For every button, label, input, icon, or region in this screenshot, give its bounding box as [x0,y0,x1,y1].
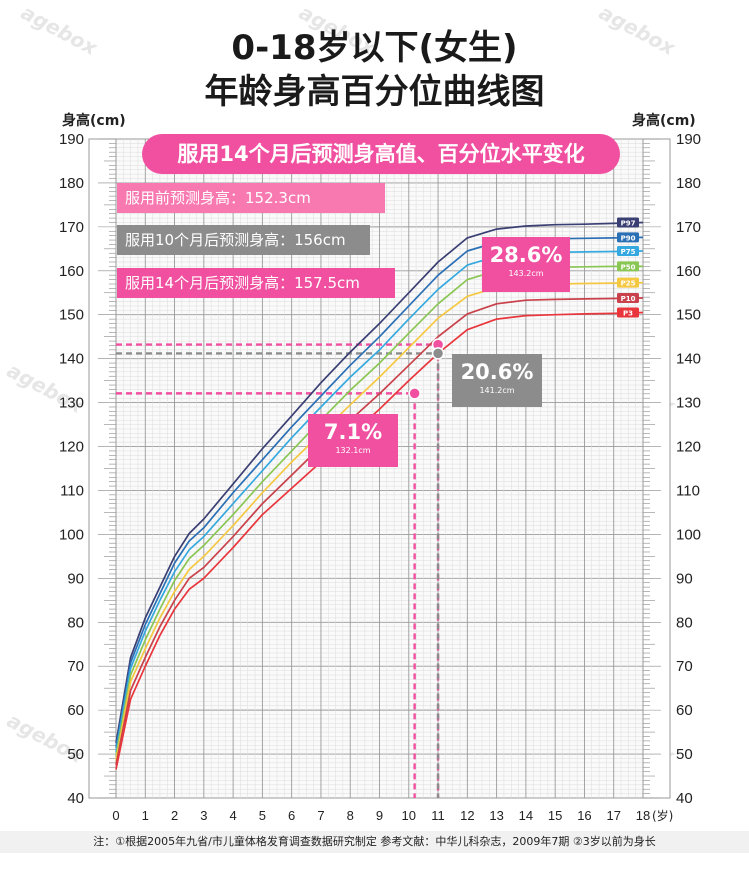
callout-height: 132.1cm [335,446,371,455]
y-tick-label-right: 90 [676,570,693,587]
y-tick-label-right: 60 [676,702,693,719]
y-tick-label-left: 100 [59,526,84,543]
x-tick-label: 2 [171,808,178,823]
y-tick-label-left: 120 [59,439,84,456]
x-tick-label: 0 [112,808,119,823]
height-marker [408,387,421,400]
percentile-badge-label: P50 [621,263,636,271]
x-tick-label: 17 [606,808,620,823]
percentile-badge [617,217,639,228]
y-tick-label-left: 140 [59,351,84,368]
x-tick-label: 8 [347,808,354,823]
y-tick-label-right: 160 [676,263,701,280]
y-tick-label-left: 130 [59,395,84,412]
callout-percentile: 20.6% [460,360,534,384]
percentile-badge [617,307,639,318]
callout-28-6: 28.6% 143.2cm [482,237,570,292]
callout-height: 143.2cm [508,269,544,278]
y-tick-label-left: 170 [59,219,84,236]
prediction-after-14-months: 服用14个月后预测身高：157.5cm [117,268,395,298]
y-tick-label-right: 110 [676,482,700,499]
y-tick-label-right: 180 [676,175,701,192]
y-tick-label-left: 150 [59,307,84,324]
chart-title: 0-18岁以下(女生) [231,28,518,68]
y-axis-title-left: 身高(cm) [62,113,126,129]
prediction-after-10-months: 服用10个月后预测身高：156cm [117,225,370,255]
y-tick-label-left: 70 [67,658,84,675]
height-marker [431,347,445,360]
y-tick-label-left: 160 [59,263,84,280]
y-tick-label-left: 50 [67,746,84,763]
x-tick-label: 14 [519,808,533,823]
y-tick-label-right: 70 [676,658,693,675]
x-axis-unit: (岁) [652,808,673,823]
percentile-badge-label: P97 [621,219,636,227]
percentile-badge [617,293,639,304]
y-tick-label-right: 140 [676,351,701,368]
y-tick-label-left: 40 [67,790,84,807]
prediction-before: 服用前预测身高：152.3cm [117,183,385,213]
x-tick-label: 5 [259,808,266,823]
percentile-badge-label: P3 [623,310,633,318]
x-tick-label: 6 [288,808,295,823]
x-tick-label: 13 [489,808,503,823]
y-tick-label-right: 80 [676,614,693,631]
callout-percentile: 7.1% [323,420,383,444]
x-tick-label: 11 [431,808,445,823]
percentile-badge [617,232,639,243]
percentile-badge-label: P75 [621,248,636,256]
callout-percentile: 28.6% [489,243,563,267]
percentile-line-p97 [115,221,644,744]
x-tick-label: 4 [229,808,236,823]
x-tick-label: 3 [200,808,207,823]
x-tick-label: 12 [460,808,474,823]
y-tick-label-right: 130 [676,395,701,412]
x-tick-label: 15 [548,808,562,823]
x-tick-label: 7 [317,808,324,823]
y-tick-label-left: 110 [60,482,84,499]
y-tick-label-left: 190 [59,131,84,148]
percentile-badge [617,246,639,257]
y-tick-label-right: 40 [676,790,693,807]
y-tick-label-left: 180 [59,175,84,192]
y-tick-label-right: 50 [676,746,693,763]
y-axis-title-right: 身高(cm) [632,113,696,129]
percentile-badge [617,277,639,288]
x-tick-label: 9 [376,808,383,823]
percentile-badge [617,261,639,272]
x-tick-label: 1 [142,808,149,823]
chart-subtitle: 年龄身高百分位曲线图 [204,72,545,112]
x-tick-label: 16 [577,808,591,823]
y-tick-label-right: 170 [676,219,701,236]
callout-7-1: 7.1% 132.1cm [308,414,398,467]
y-tick-label-left: 90 [67,570,84,587]
percentile-badge-label: P10 [621,295,636,303]
y-tick-label-right: 150 [676,307,701,324]
y-tick-label-left: 60 [67,702,84,719]
x-tick-label: 18 [636,808,650,823]
y-tick-label-right: 190 [676,131,701,148]
footnote: 注：①根据2005年九省/市儿童体格发育调查数据研究制定 参考文献：中华儿科杂志… [0,831,749,853]
percentile-badge-label: P90 [621,234,636,242]
y-tick-label-right: 100 [676,526,701,543]
callout-height: 141.2cm [479,386,515,395]
y-tick-label-right: 120 [676,439,701,456]
percentile-badge-label: P25 [621,280,636,288]
callout-20-6: 20.6% 141.2cm [452,354,542,407]
y-tick-label-left: 80 [67,614,84,631]
banner: 服用14个月后预测身高值、百分位水平变化 [142,134,620,174]
x-tick-label: 10 [402,808,416,823]
